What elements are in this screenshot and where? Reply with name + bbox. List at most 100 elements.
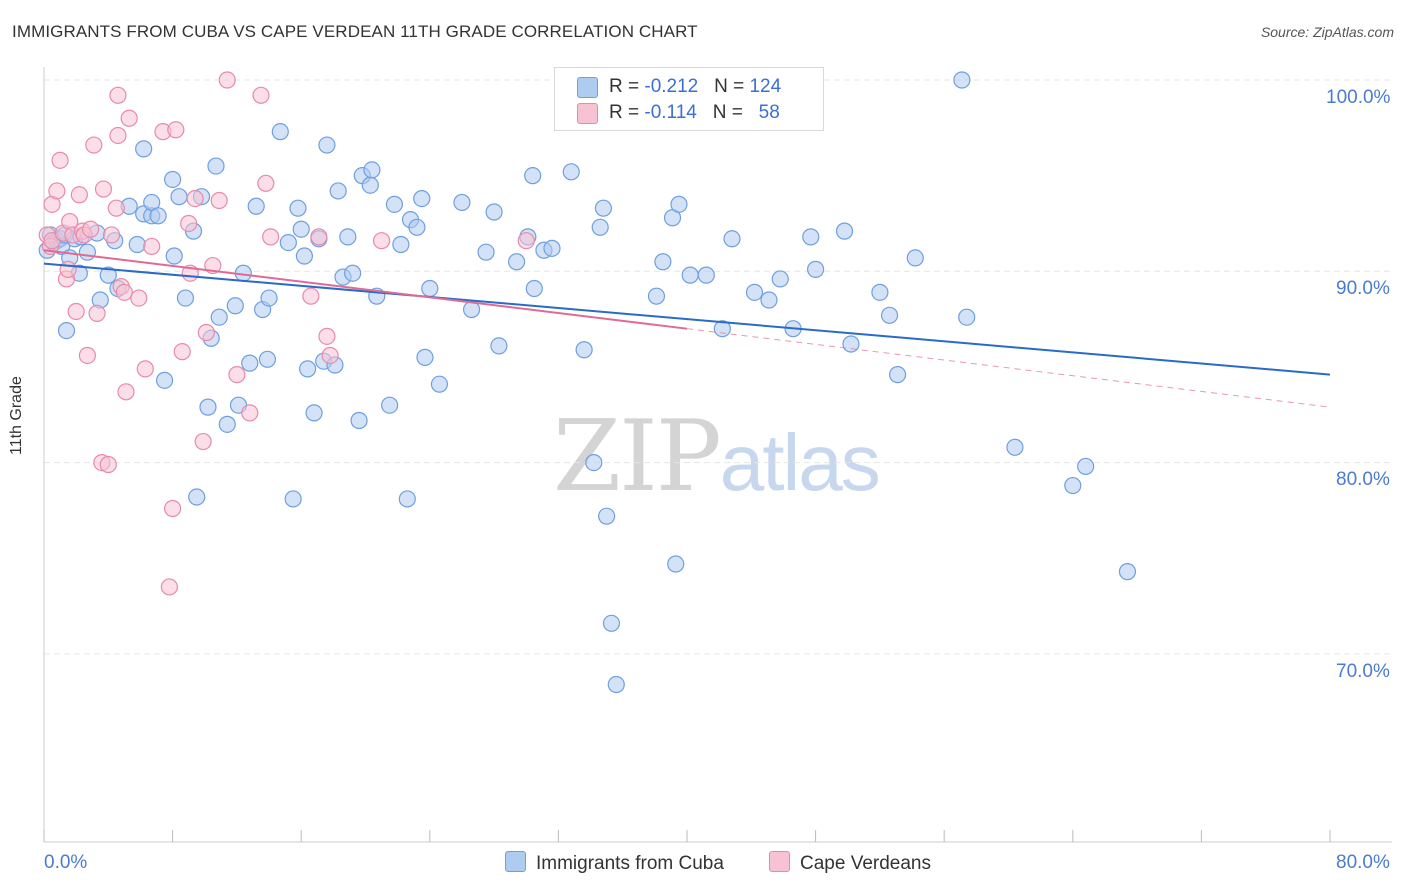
- watermark-zip: ZIP: [553, 400, 722, 514]
- cuba-point: [421, 279, 439, 298]
- cuba-point: [906, 249, 924, 267]
- cuba-point: [598, 507, 616, 525]
- cuba-point: [218, 415, 236, 433]
- cuba-point: [344, 264, 362, 282]
- cuba-point: [654, 253, 672, 271]
- cape-verdean-point: [94, 180, 113, 198]
- cuba-point: [697, 266, 715, 284]
- cuba-point: [392, 235, 410, 254]
- cape-verdean-point: [102, 226, 121, 244]
- cuba-point: [585, 454, 603, 472]
- cape-verdean-point: [180, 214, 198, 233]
- legend-n-label: N =: [714, 76, 750, 97]
- cape-verdean-point: [70, 186, 88, 204]
- cuba-point: [292, 220, 310, 238]
- cuba-point: [1077, 457, 1095, 476]
- cuba-point: [149, 207, 167, 225]
- cuba-point: [361, 176, 379, 194]
- cuba-point: [329, 182, 347, 200]
- cape-verdean-point: [194, 432, 212, 451]
- cape-verdean-point: [186, 190, 204, 208]
- cape-verdean-point: [321, 346, 339, 365]
- cuba-point: [670, 195, 688, 213]
- cape-verdean-point: [517, 232, 535, 250]
- cape-verdean-point: [109, 126, 127, 145]
- source-label: Source: ZipAtlas.com: [1260, 24, 1394, 40]
- cuba-point: [381, 396, 399, 414]
- cuba-point: [591, 218, 609, 236]
- y-tick-label-70: 70.0%: [1336, 661, 1390, 682]
- cape-verdean-point: [120, 109, 138, 127]
- cape-verdean-point: [302, 287, 320, 305]
- cuba-point: [350, 411, 368, 430]
- cuba-point: [363, 161, 381, 179]
- legend-n-value-cuba: 124: [749, 76, 782, 97]
- cuba-point: [1118, 563, 1137, 581]
- cape-verdean-point: [210, 191, 228, 210]
- x-tick-label-min: 0.0%: [44, 852, 88, 873]
- legend-swatch-cuba: [577, 77, 598, 98]
- cuba-point: [199, 398, 217, 416]
- cuba-point: [681, 266, 699, 284]
- legend-swatch-cape-verdean: [577, 103, 598, 124]
- cuba-point: [271, 123, 289, 141]
- cuba-point: [284, 490, 302, 508]
- chart-title: IMMIGRANTS FROM CUBA VS CAPE VERDEAN 11T…: [12, 22, 698, 41]
- cuba-point: [135, 140, 153, 158]
- legend-n-label: N =: [712, 102, 749, 123]
- cape-verdean-point: [218, 71, 236, 89]
- cape-verdean-point: [67, 302, 85, 321]
- cuba-point: [723, 230, 741, 248]
- cuba-point: [477, 243, 495, 261]
- cuba-point: [279, 234, 297, 252]
- cuba-point: [1006, 438, 1024, 456]
- y-tick-label-90: 90.0%: [1336, 278, 1390, 299]
- cuba-point: [1064, 476, 1082, 495]
- cape-verdean-point: [160, 578, 178, 596]
- cape-verdean-point: [252, 86, 270, 104]
- x-tick-label-max: 80.0%: [1336, 852, 1390, 873]
- cuba-point: [602, 614, 621, 632]
- cuba-point: [842, 335, 860, 353]
- legend-text-cuba: R = -0.212 N = 124: [609, 76, 781, 98]
- cuba-point: [543, 239, 561, 257]
- cuba-point: [430, 375, 449, 393]
- bottom-legend-cape-verdean: Cape Verdeans: [769, 851, 931, 875]
- cuba-point: [299, 360, 317, 378]
- cape-verdean-point: [241, 404, 259, 422]
- cape-verdean-point: [117, 383, 135, 401]
- cuba-point: [806, 260, 825, 278]
- cuba-point: [128, 235, 146, 254]
- cape-verdean-point: [85, 136, 103, 154]
- trend-line-cape-verdean-extension: [686, 328, 1331, 408]
- cape-verdean-point: [310, 228, 328, 246]
- cape-verdean-point: [136, 360, 154, 378]
- cuba-point: [485, 203, 503, 221]
- cape-verdean-point: [130, 289, 148, 307]
- cuba-point: [408, 218, 426, 236]
- cuba-point: [207, 157, 225, 175]
- cuba-point: [385, 195, 404, 213]
- series-cuba-points: [38, 71, 1137, 694]
- cape-verdean-point: [82, 220, 100, 238]
- cuba-point: [594, 199, 613, 217]
- cape-verdean-point: [109, 86, 127, 104]
- legend-r-value-cape-verdean: -0.114: [644, 102, 697, 123]
- cuba-point: [453, 193, 471, 212]
- cuba-point: [958, 308, 976, 326]
- cuba-point: [188, 488, 206, 506]
- bottom-legend-label-cuba: Immigrants from Cuba: [536, 853, 724, 874]
- cape-verdean-point: [262, 228, 280, 246]
- cuba-point: [880, 306, 899, 324]
- cape-verdean-point: [48, 182, 66, 200]
- cuba-point: [413, 190, 431, 208]
- cuba-point: [176, 289, 195, 307]
- cuba-point: [647, 287, 666, 305]
- cape-verdean-point: [107, 199, 125, 217]
- legend-text-cape-verdean: R = -0.114 N = 58: [609, 102, 780, 124]
- trend-lines: [43, 249, 1331, 408]
- legend-r-value-cuba: -0.212: [644, 76, 699, 97]
- bottom-legend-cuba: Immigrants from Cuba: [505, 851, 724, 875]
- cuba-point: [760, 291, 778, 309]
